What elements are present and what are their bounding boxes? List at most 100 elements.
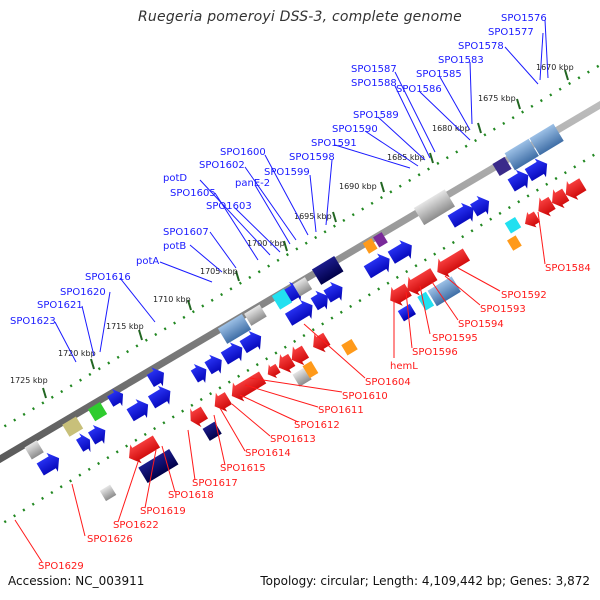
- forward-gene[interactable]: [244, 304, 267, 326]
- reverse-gene[interactable]: [397, 303, 416, 322]
- reverse-gene[interactable]: [402, 265, 440, 300]
- forward-gene[interactable]: [386, 236, 418, 267]
- forward-gene[interactable]: [74, 430, 96, 455]
- forward-gene[interactable]: [124, 395, 153, 425]
- gene-label-SPO1614[interactable]: SPO1614: [245, 448, 291, 459]
- forward-gene[interactable]: [145, 363, 170, 390]
- gene-label-SPO1588[interactable]: SPO1588: [351, 78, 397, 89]
- forward-gene[interactable]: [321, 278, 348, 306]
- gene-label-SPO1629[interactable]: SPO1629: [38, 561, 84, 572]
- gene-label-potD[interactable]: potD: [163, 173, 187, 184]
- gene-label-SPO1623[interactable]: SPO1623: [10, 316, 56, 327]
- gene-label-SPO1613[interactable]: SPO1613: [270, 434, 316, 445]
- forward-gene[interactable]: [506, 166, 534, 195]
- gene-label-SPO1596[interactable]: SPO1596: [412, 347, 458, 358]
- reverse-gene[interactable]: [302, 361, 319, 379]
- forward-gene[interactable]: [523, 154, 553, 184]
- forward-gene[interactable]: [283, 296, 318, 329]
- forward-gene[interactable]: [35, 449, 65, 479]
- forward-gene[interactable]: [529, 123, 564, 156]
- forward-gene[interactable]: [271, 288, 293, 310]
- gene-label-SPO1587[interactable]: SPO1587: [351, 64, 397, 75]
- gene-label-SPO1626[interactable]: SPO1626: [87, 534, 133, 545]
- gene-label-SPO1576[interactable]: SPO1576: [501, 13, 547, 24]
- forward-gene[interactable]: [105, 385, 128, 410]
- reverse-gene[interactable]: [341, 338, 358, 356]
- gene-label-SPO1611[interactable]: SPO1611: [318, 405, 364, 416]
- gene-label-SPO1602[interactable]: SPO1602: [199, 160, 245, 171]
- reverse-gene[interactable]: [138, 449, 179, 484]
- forward-gene[interactable]: [87, 402, 108, 422]
- forward-gene[interactable]: [504, 138, 539, 171]
- forward-gene[interactable]: [492, 156, 512, 177]
- forward-gene[interactable]: [468, 192, 495, 220]
- gene-label-SPO1603[interactable]: SPO1603: [206, 201, 252, 212]
- gene-label-potA[interactable]: potA: [136, 256, 159, 267]
- forward-gene[interactable]: [362, 249, 396, 281]
- reverse-gene[interactable]: [560, 175, 588, 204]
- gene-label-SPO1577[interactable]: SPO1577: [488, 27, 534, 38]
- forward-gene[interactable]: [292, 277, 313, 297]
- forward-gene[interactable]: [237, 327, 266, 357]
- gene-label-SPO1605[interactable]: SPO1605: [170, 188, 216, 199]
- gene-label-SPO1585[interactable]: SPO1585: [416, 69, 462, 80]
- gene-label-SPO1578[interactable]: SPO1578: [458, 41, 504, 52]
- gene-label-SPO1591[interactable]: SPO1591: [311, 138, 357, 149]
- forward-gene[interactable]: [217, 314, 252, 344]
- reverse-gene[interactable]: [307, 329, 332, 356]
- gene-label-SPO1584[interactable]: SPO1584: [545, 263, 591, 274]
- reverse-gene[interactable]: [385, 280, 414, 310]
- forward-gene[interactable]: [189, 360, 212, 386]
- forward-gene[interactable]: [373, 232, 388, 248]
- reverse-gene[interactable]: [417, 291, 435, 311]
- reverse-gene[interactable]: [533, 193, 558, 220]
- gene-label-SPO1593[interactable]: SPO1593: [480, 304, 526, 315]
- gene-label-SPO1610[interactable]: SPO1610: [342, 391, 388, 402]
- gene-label-SPO1600[interactable]: SPO1600: [220, 147, 266, 158]
- gene-label-SPO1595[interactable]: SPO1595: [432, 333, 478, 344]
- reverse-gene[interactable]: [273, 350, 297, 377]
- reverse-gene[interactable]: [226, 368, 268, 405]
- gene-label-SPO1615[interactable]: SPO1615: [220, 463, 266, 474]
- gene-label-SPO1612[interactable]: SPO1612: [294, 420, 340, 431]
- forward-gene[interactable]: [86, 421, 111, 448]
- reverse-gene[interactable]: [546, 185, 571, 212]
- forward-gene[interactable]: [62, 416, 84, 437]
- gene-label-SPO1618[interactable]: SPO1618: [168, 490, 214, 501]
- gene-label-SPO1621[interactable]: SPO1621: [37, 300, 83, 311]
- forward-gene[interactable]: [362, 238, 378, 254]
- reverse-gene[interactable]: [209, 389, 234, 416]
- gene-label-SPO1589[interactable]: SPO1589: [353, 110, 399, 121]
- gene-label-SPO1620[interactable]: SPO1620: [60, 287, 106, 298]
- forward-gene[interactable]: [311, 256, 344, 285]
- gene-label-SPO1590[interactable]: SPO1590: [332, 124, 378, 135]
- gene-label-SPO1594[interactable]: SPO1594: [458, 319, 504, 330]
- forward-gene[interactable]: [413, 189, 455, 226]
- gene-label-SPO1604[interactable]: SPO1604: [365, 377, 411, 388]
- gene-label-panE-2[interactable]: panE-2: [235, 178, 270, 189]
- reverse-gene[interactable]: [185, 403, 210, 430]
- gene-label-SPO1592[interactable]: SPO1592: [501, 290, 547, 301]
- reverse-gene[interactable]: [504, 216, 522, 234]
- forward-gene[interactable]: [446, 199, 480, 231]
- gene-label-SPO1622[interactable]: SPO1622: [113, 520, 159, 531]
- forward-gene[interactable]: [146, 382, 176, 412]
- forward-gene[interactable]: [202, 351, 227, 378]
- gene-label-SPO1619[interactable]: SPO1619: [140, 506, 186, 517]
- reverse-gene[interactable]: [286, 342, 311, 369]
- reverse-gene[interactable]: [507, 235, 522, 251]
- gene-label-SPO1598[interactable]: SPO1598: [289, 152, 335, 163]
- forward-gene[interactable]: [219, 338, 248, 368]
- forward-gene[interactable]: [309, 287, 334, 314]
- reverse-gene[interactable]: [123, 432, 162, 467]
- gene-label-SPO1617[interactable]: SPO1617: [192, 478, 238, 489]
- gene-label-SPO1616[interactable]: SPO1616: [85, 272, 131, 283]
- gene-label-potB[interactable]: potB: [163, 241, 186, 252]
- gene-label-SPO1607[interactable]: SPO1607: [163, 227, 209, 238]
- forward-gene[interactable]: [24, 440, 44, 460]
- gene-label-SPO1586[interactable]: SPO1586: [396, 84, 442, 95]
- gene-label-SPO1583[interactable]: SPO1583: [438, 55, 484, 66]
- gene-label-SPO1599[interactable]: SPO1599: [264, 167, 310, 178]
- gene-label-hemL[interactable]: hemL: [390, 361, 418, 372]
- reverse-gene[interactable]: [99, 484, 117, 502]
